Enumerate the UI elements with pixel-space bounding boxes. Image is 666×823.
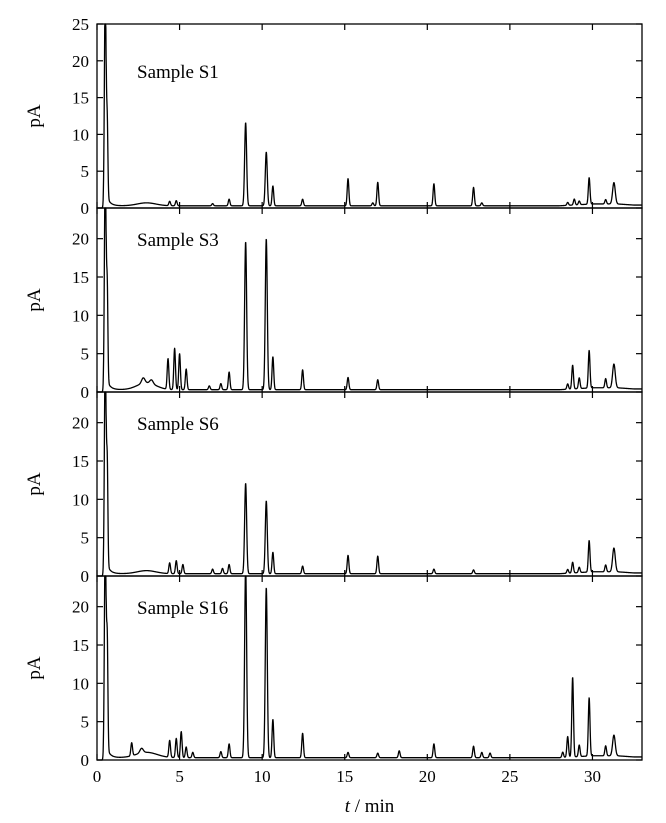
x-tick-label: 30 xyxy=(584,767,601,786)
y-axis-label: pA xyxy=(24,288,45,312)
panel-label-1: Sample S1 xyxy=(137,62,219,83)
y-tick-label: 20 xyxy=(72,598,89,617)
panel-label-2: Sample S3 xyxy=(137,230,219,251)
y-axis-label: pA xyxy=(24,104,45,128)
y-tick-label: 0 xyxy=(81,199,90,218)
x-axis-label-symbol: t xyxy=(345,796,351,817)
y-tick-label: 10 xyxy=(72,674,89,693)
y-tick-label: 20 xyxy=(72,230,89,249)
y-tick-label: 0 xyxy=(81,751,90,770)
x-tick-label: 5 xyxy=(175,767,184,786)
x-tick-label: 15 xyxy=(336,767,353,786)
x-tick-label: 0 xyxy=(93,767,102,786)
y-tick-label: 10 xyxy=(72,490,89,509)
x-tick-label: 10 xyxy=(254,767,271,786)
y-tick-label: 25 xyxy=(72,15,89,34)
y-tick-label: 5 xyxy=(81,713,90,732)
trace-2 xyxy=(96,207,643,393)
y-tick-label: 5 xyxy=(81,529,90,548)
x-axis-label-unit: / min xyxy=(350,796,395,817)
panel-frame-4 xyxy=(96,575,643,761)
y-axis-label: pA xyxy=(24,656,45,680)
y-tick-label: 10 xyxy=(72,125,89,144)
y-tick-label: 10 xyxy=(72,306,89,325)
y-tick-label: 15 xyxy=(72,268,89,287)
y-tick-label: 20 xyxy=(72,52,89,71)
panel-label-3: Sample S6 xyxy=(137,414,219,435)
y-tick-label: 20 xyxy=(72,414,89,433)
trace-1 xyxy=(96,23,643,209)
x-tick-label: 20 xyxy=(419,767,436,786)
y-tick-label: 15 xyxy=(72,636,89,655)
y-tick-label: 5 xyxy=(81,162,90,181)
panel-label-4: Sample S16 xyxy=(137,598,228,619)
trace-4 xyxy=(96,575,643,761)
trace-3 xyxy=(96,391,643,577)
y-axis-label: pA xyxy=(24,472,45,496)
y-tick-label: 5 xyxy=(81,345,90,364)
y-tick-label: 15 xyxy=(72,452,89,471)
panel-frame-1 xyxy=(96,23,643,209)
y-tick-label: 0 xyxy=(81,383,90,402)
x-tick-label: 25 xyxy=(501,767,518,786)
x-axis-label: t / min xyxy=(345,796,395,817)
y-tick-label: 0 xyxy=(81,567,90,586)
y-tick-label: 15 xyxy=(72,89,89,108)
